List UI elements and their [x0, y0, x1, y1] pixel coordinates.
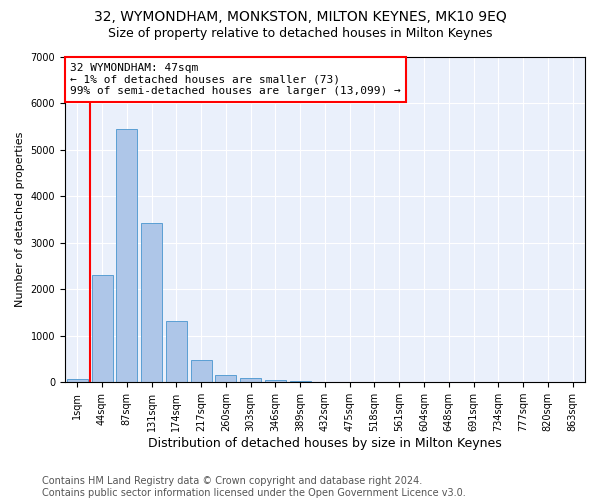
Text: 32 WYMONDHAM: 47sqm
← 1% of detached houses are smaller (73)
99% of semi-detache: 32 WYMONDHAM: 47sqm ← 1% of detached hou…	[70, 63, 401, 96]
Bar	[265, 380, 286, 382]
Bar	[141, 223, 162, 382]
Bar	[191, 360, 212, 382]
Bar	[67, 379, 88, 382]
Bar	[92, 275, 113, 382]
Bar	[215, 375, 236, 382]
Bar	[166, 322, 187, 382]
Text: 32, WYMONDHAM, MONKSTON, MILTON KEYNES, MK10 9EQ: 32, WYMONDHAM, MONKSTON, MILTON KEYNES, …	[94, 10, 506, 24]
Bar	[116, 128, 137, 382]
X-axis label: Distribution of detached houses by size in Milton Keynes: Distribution of detached houses by size …	[148, 437, 502, 450]
Bar	[240, 378, 261, 382]
Y-axis label: Number of detached properties: Number of detached properties	[15, 132, 25, 307]
Text: Size of property relative to detached houses in Milton Keynes: Size of property relative to detached ho…	[108, 28, 492, 40]
Bar	[290, 380, 311, 382]
Text: Contains HM Land Registry data © Crown copyright and database right 2024.
Contai: Contains HM Land Registry data © Crown c…	[42, 476, 466, 498]
